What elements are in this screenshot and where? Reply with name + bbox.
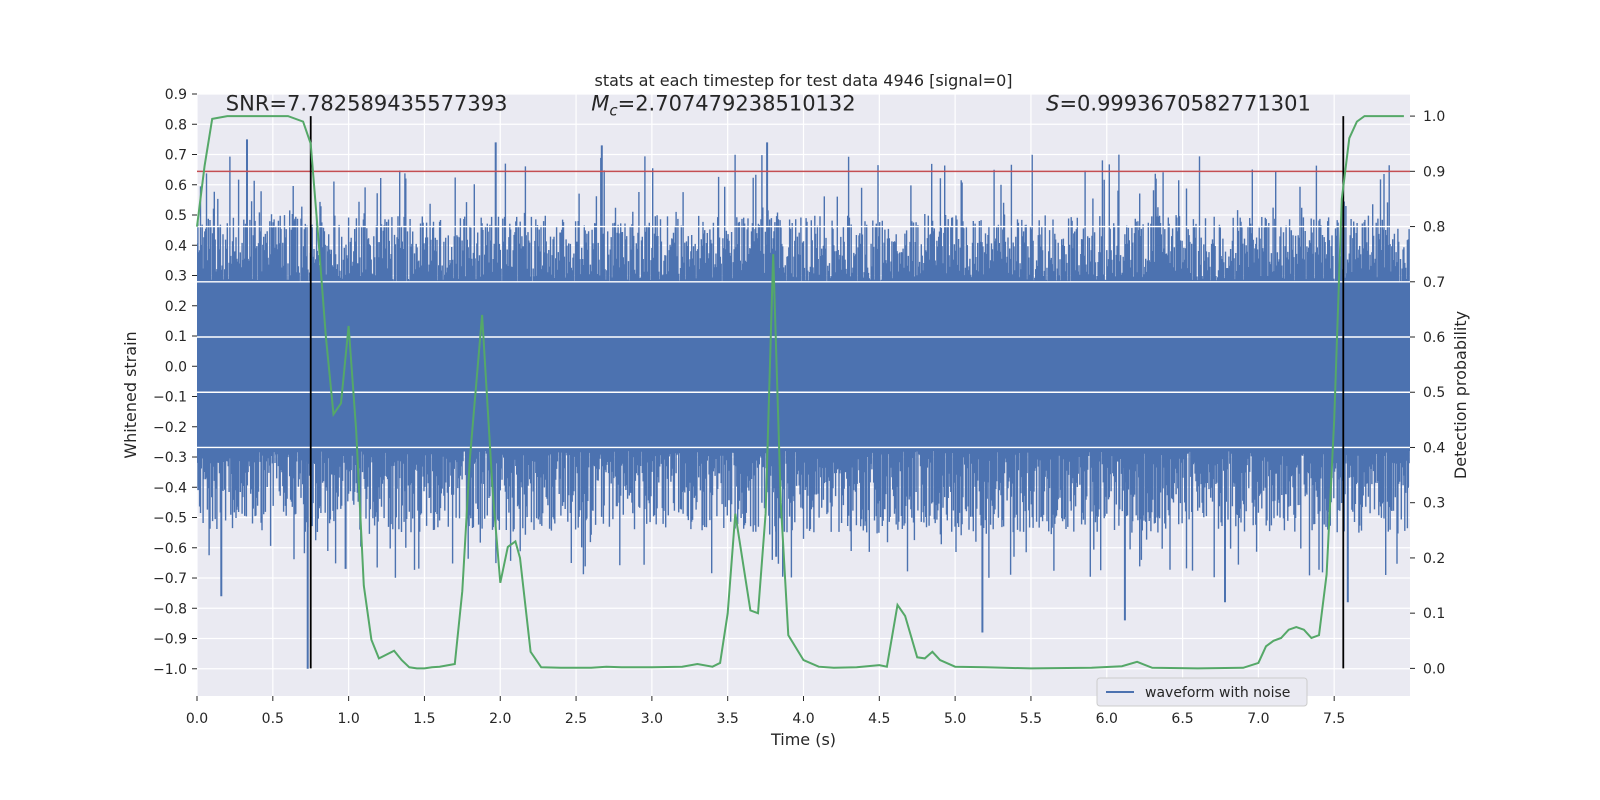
y-tick-label: −0.4 (153, 480, 187, 496)
mc-subscript: c (609, 102, 618, 120)
x-tick-label: 0.0 (186, 711, 208, 727)
y-tick-label: 0.3 (165, 269, 187, 285)
chirp-mass-annotation: Mc=2.707479238510132 (591, 92, 855, 120)
x-tick-label: 1.5 (413, 711, 435, 727)
x-tick-label: 3.5 (717, 711, 739, 727)
y2-tick-label: 0.0 (1423, 661, 1445, 677)
y-tick-label: 0.5 (165, 208, 187, 224)
y-tick-label: 0.1 (165, 329, 187, 345)
y2-tick-label: 0.2 (1423, 551, 1445, 567)
y-tick-label: 0.0 (165, 359, 187, 375)
legend-box (1096, 677, 1308, 707)
snr-annotation: SNR=7.782589435577393 (226, 92, 508, 116)
y-tick-label: 0.7 (165, 148, 187, 164)
y-tick-label: −0.2 (153, 420, 187, 436)
x-tick-label: 4.0 (792, 711, 814, 727)
x-tick-label: 2.0 (489, 711, 511, 727)
x-axis-label: Time (s) (770, 730, 836, 749)
x-tick-label: 5.0 (944, 711, 966, 727)
waveform-series (197, 139, 1410, 669)
strain-grid-overlay (197, 225, 1410, 449)
y-tick-label: 0.2 (165, 299, 187, 315)
significance-annotation: S=0.9993670582771301 (1046, 92, 1311, 116)
x-tick-label: 7.5 (1323, 711, 1345, 727)
mc-symbol: M (591, 92, 609, 116)
x-tick-label: 5.5 (1020, 711, 1042, 727)
y2-axis-ticks: 1.0 0.9 0.8 0.7 0.6 0.5 0.4 0.3 0.2 0.1 0.0 (1410, 109, 1445, 677)
y2-tick-label: 0.7 (1423, 275, 1445, 291)
x-axis-ticks: 0.0 0.5 1.0 1.5 2.0 2.5 3.0 3.5 4.0 4.5 5.0 5.5 6.0 6… (186, 696, 1345, 727)
x-tick-label: 4.5 (868, 711, 890, 727)
x-tick-label: 3.0 (641, 711, 663, 727)
y2-tick-label: 0.8 (1423, 220, 1445, 236)
y-tick-label: −0.3 (153, 450, 187, 466)
x-tick-label: 6.5 (1171, 711, 1193, 727)
waveform-core (197, 281, 1410, 451)
legend: waveform with noise (1096, 677, 1308, 707)
y2-tick-label: 0.9 (1423, 164, 1445, 180)
y2-axis-label: Detection probability (1451, 311, 1470, 479)
y-tick-label: −0.8 (153, 601, 187, 617)
y-tick-label: 0.9 (165, 87, 187, 103)
s-symbol: S (1046, 92, 1059, 116)
y-tick-label: 0.4 (165, 238, 187, 254)
y-axis-ticks: 0.9 0.8 0.7 0.6 0.5 0.4 0.3 0.2 0.1 0.0 −0.1 −0.2 −0… (153, 87, 197, 678)
y-tick-label: −0.1 (153, 390, 187, 406)
y-tick-label: 0.8 (165, 117, 187, 133)
y-axis-label: Whitened strain (121, 331, 140, 458)
x-tick-label: 0.5 (262, 711, 284, 727)
x-tick-label: 7.0 (1247, 711, 1269, 727)
mc-value: =2.707479238510132 (618, 92, 856, 116)
y-tick-label: −0.6 (153, 541, 187, 557)
y-tick-label: −0.5 (153, 511, 187, 527)
x-tick-label: 2.5 (565, 711, 587, 727)
detection-markers (309, 116, 1345, 669)
waveform-spikes (220, 139, 1349, 669)
chart-title: stats at each timestep for test data 494… (594, 71, 1012, 90)
y2-tick-label: 0.5 (1423, 385, 1445, 401)
y2-tick-label: 0.6 (1423, 330, 1445, 346)
s-value: =0.9993670582771301 (1059, 92, 1310, 116)
y2-tick-label: 0.3 (1423, 496, 1445, 512)
x-tick-label: 1.0 (337, 711, 359, 727)
y-tick-label: −1.0 (153, 662, 187, 678)
legend-entry: waveform with noise (1145, 685, 1290, 701)
y2-tick-label: 0.1 (1423, 606, 1445, 622)
y2-tick-label: 0.4 (1423, 440, 1445, 456)
y-tick-label: −0.9 (153, 632, 187, 648)
x-tick-label: 6.0 (1096, 711, 1118, 727)
y-tick-label: −0.7 (153, 571, 187, 587)
y-tick-label: 0.6 (165, 178, 187, 194)
probability-series (196, 115, 1404, 670)
y2-tick-label: 1.0 (1423, 109, 1445, 125)
